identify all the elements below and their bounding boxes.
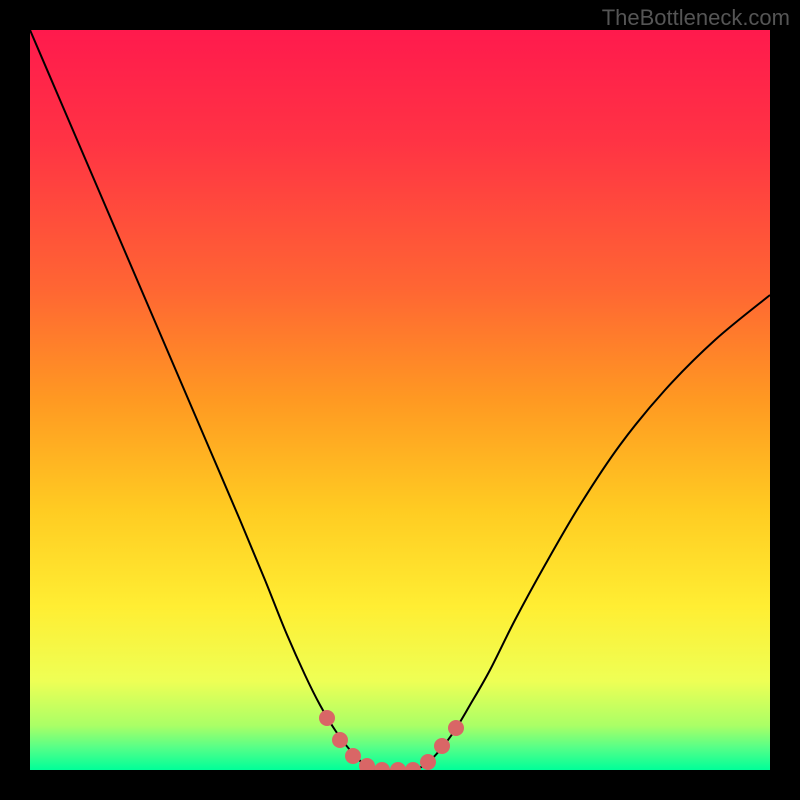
watermark-text: TheBottleneck.com [602, 5, 790, 31]
marker-point [420, 754, 436, 770]
chart-svg [30, 30, 770, 770]
bottleneck-chart [30, 30, 770, 770]
marker-point [448, 720, 464, 736]
marker-point [345, 748, 361, 764]
marker-point [332, 732, 348, 748]
marker-point [434, 738, 450, 754]
gradient-background [30, 30, 770, 770]
marker-point [319, 710, 335, 726]
